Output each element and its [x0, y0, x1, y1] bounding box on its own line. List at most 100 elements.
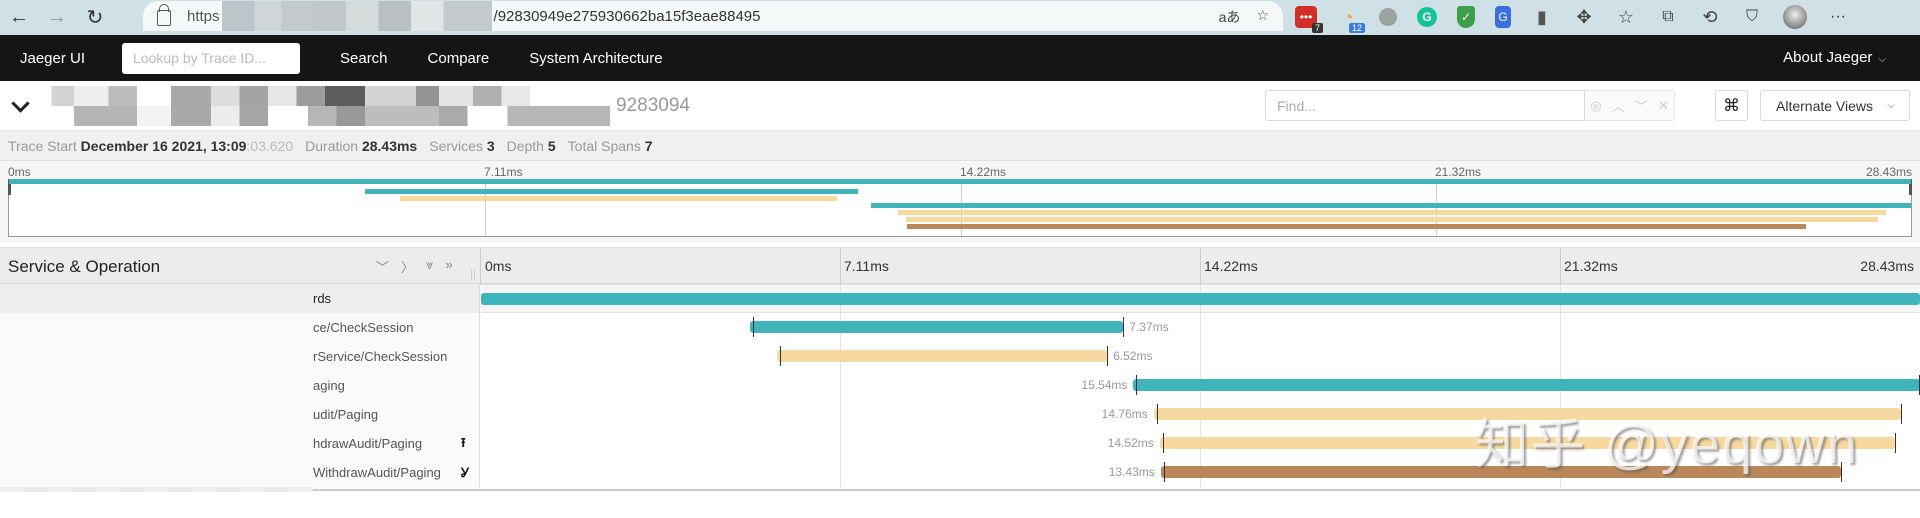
fork-icon: Ỿ: [461, 465, 469, 480]
trace-minimap[interactable]: 0ms 7.11ms 14.22ms 21.32ms 28.43ms: [0, 161, 1920, 243]
minimap-span-bar: [906, 217, 1878, 222]
span-bar-cell[interactable]: 14.76ms: [481, 400, 1920, 429]
lock-icon: [157, 4, 171, 26]
minimap-span-bar: [907, 224, 1806, 229]
expand-all-icon[interactable]: »: [445, 257, 453, 272]
span-row[interactable]: hdrawAudit/Paging ⭱ 14.52ms: [0, 429, 1920, 458]
span-bar[interactable]: [481, 293, 1920, 305]
span-name-cell[interactable]: udit/Paging: [0, 400, 480, 429]
span-bar-cell[interactable]: 15.54ms: [481, 371, 1920, 400]
service-operation-title: Service & Operation: [8, 257, 161, 276]
collapse-all-icon[interactable]: ⩔: [426, 257, 434, 272]
keyboard-shortcuts-button[interactable]: ⌘: [1715, 90, 1748, 121]
span-row[interactable]: aging 15.54ms: [0, 371, 1920, 400]
column-resizer[interactable]: [471, 270, 475, 280]
span-row[interactable]: udit/Paging 14.76ms: [0, 400, 1920, 429]
command-key-icon: ⌘: [1723, 95, 1740, 115]
span-row[interactable]: ce/CheckSession 7.37ms: [0, 313, 1920, 342]
expand-one-icon[interactable]: 〉: [401, 260, 415, 275]
collapse-one-icon[interactable]: ﹀: [376, 260, 390, 275]
jaeger-navbar: Jaeger UI Search Compare System Architec…: [0, 35, 1920, 81]
minimap-right-handle[interactable]: [1909, 179, 1912, 195]
upload-arrow-icon: ⭱: [461, 435, 466, 450]
span-bar[interactable]: [777, 350, 1108, 362]
span-bar[interactable]: [1159, 437, 1895, 449]
span-duration-label: 6.52ms: [1113, 349, 1153, 363]
span-bar-cell[interactable]: [481, 284, 1920, 314]
nav-system-architecture-link[interactable]: System Architecture: [529, 49, 663, 67]
url-scheme: https: [187, 7, 220, 25]
tick-2: 14.22ms: [1204, 258, 1258, 274]
browser-essentials-icon[interactable]: ⛉: [1745, 8, 1758, 25]
nav-compare-link[interactable]: Compare: [427, 49, 490, 67]
span-row[interactable]: rds: [0, 284, 1920, 314]
arrow-left-icon: ←: [9, 6, 29, 28]
span-bar[interactable]: [1133, 379, 1920, 391]
minimap-span-bar: [364, 189, 858, 194]
chevron-down-icon: ⌵: [1887, 100, 1895, 111]
read-aloud-icon[interactable]: aあ: [1218, 9, 1241, 25]
span-name-cell[interactable]: rService/CheckSession: [0, 342, 480, 371]
prev-match-icon[interactable]: ︿: [1611, 99, 1625, 114]
span-bar[interactable]: [1153, 408, 1901, 420]
timeline-header: Service & Operation ﹀ 〉 ⩔ » 0ms 7.11ms 1…: [0, 247, 1920, 285]
extensions-bar: ••• 7 ◔ 12 G ✓ G ▮ ✥ ☆ ⧉ ⟲ ⛉ ···: [1295, 5, 1849, 33]
span-bar-cell[interactable]: 13.43ms: [481, 458, 1920, 487]
operation-name: WithdrawAudit/Paging: [313, 465, 441, 480]
span-duration-label: 14.76ms: [1101, 407, 1148, 421]
clear-find-icon[interactable]: ✕: [1657, 97, 1669, 113]
trace-page-header: 9283094 ◎ ︿ ﹀ ✕ ⌘ Alternate Views⌵: [0, 81, 1920, 130]
circle-extension-icon[interactable]: [1379, 8, 1397, 26]
span-row[interactable]: WithdrawAudit/Paging Ỿ 13.43ms: [0, 458, 1920, 487]
translate-icon[interactable]: G: [1495, 6, 1511, 28]
rss-extension-icon[interactable]: ◔ 12: [1337, 6, 1365, 33]
span-bar[interactable]: [1160, 466, 1841, 478]
span-duration-label: 7.37ms: [1129, 320, 1169, 334]
span-name-cell[interactable]: aging: [0, 371, 480, 400]
span-name-cell[interactable]: rds: [0, 284, 480, 313]
span-duration-label: 14.52ms: [1107, 436, 1154, 450]
nav-search-link[interactable]: Search: [340, 49, 388, 67]
alternate-views-dropdown[interactable]: Alternate Views ⌵: [1760, 90, 1910, 121]
tick-4: 28.43ms: [1860, 258, 1914, 274]
shield-check-icon[interactable]: ✓: [1457, 6, 1475, 28]
span-bar[interactable]: [750, 321, 1124, 333]
span-bar-cell[interactable]: 7.37ms: [481, 313, 1920, 342]
span-row[interactable]: rService/CheckSession 6.52ms: [0, 342, 1920, 371]
span-name-cell[interactable]: ce/CheckSession: [0, 313, 480, 342]
grammarly-icon[interactable]: G: [1417, 7, 1437, 27]
arrow-right-icon: →: [47, 6, 67, 28]
span-bar-cell[interactable]: 6.52ms: [481, 342, 1920, 371]
browser-toolbar: ← → ↻ https /92830949e275930662ba15f3eae…: [0, 0, 1920, 35]
span-bar-cell[interactable]: 14.52ms: [481, 429, 1920, 458]
span-name-cell[interactable]: hdrawAudit/Paging ⭱: [0, 429, 480, 458]
url-redacted: [221, 1, 492, 31]
extensions-puzzle-icon[interactable]: ✥: [1576, 6, 1592, 27]
url-path: /92830949e275930662ba15f3eae88495: [493, 7, 761, 25]
services-count: Services 3: [429, 137, 495, 154]
history-icon[interactable]: ⟲: [1702, 6, 1718, 27]
about-jaeger-menu[interactable]: About Jaeger ⌵: [1783, 49, 1886, 66]
bookmark-icon[interactable]: ▮: [1537, 6, 1547, 27]
minimap-left-handle[interactable]: [8, 179, 11, 195]
minimap-canvas[interactable]: [8, 179, 1912, 237]
address-bar[interactable]: https /92830949e275930662ba15f3eae88495 …: [143, 1, 1283, 31]
find-input[interactable]: [1265, 90, 1585, 121]
operation-name: ce/CheckSession: [313, 320, 414, 335]
back-button[interactable]: ←: [0, 0, 38, 35]
brand-link[interactable]: Jaeger UI: [20, 49, 86, 67]
favorites-icon[interactable]: ☆: [1617, 6, 1635, 27]
add-favorite-icon[interactable]: ☆: [1256, 7, 1269, 23]
reload-button[interactable]: ↻: [76, 0, 114, 35]
operation-name: hdrawAudit/Paging: [313, 436, 423, 451]
next-match-icon[interactable]: ﹀: [1634, 99, 1648, 114]
locate-icon[interactable]: ◎: [1590, 97, 1602, 113]
collections-icon[interactable]: ⧉: [1662, 8, 1674, 25]
trace-id-lookup-input[interactable]: [122, 42, 300, 74]
forward-button[interactable]: →: [38, 0, 76, 35]
span-name-cell[interactable]: WithdrawAudit/Paging Ỿ: [0, 458, 480, 487]
profile-avatar[interactable]: [1783, 5, 1807, 29]
more-menu-icon[interactable]: ···: [1830, 8, 1846, 25]
collapse-header-chevron-icon[interactable]: [10, 95, 32, 117]
lastpass-extension-icon[interactable]: ••• 7: [1295, 6, 1323, 33]
